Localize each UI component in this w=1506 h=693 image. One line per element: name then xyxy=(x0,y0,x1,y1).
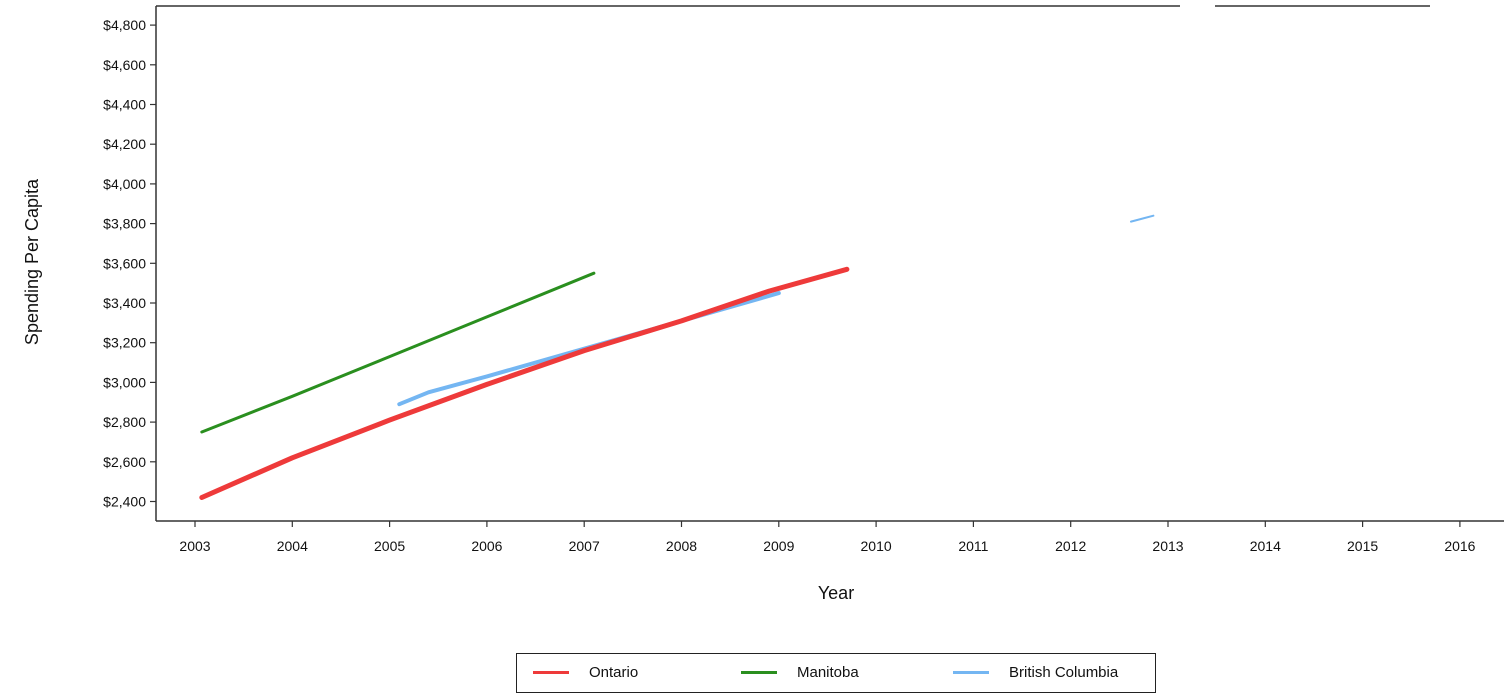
legend-item-manitoba: Manitoba xyxy=(741,664,859,681)
y-tick-label: $3,600 xyxy=(103,255,146,271)
y-tick-label: $3,800 xyxy=(103,216,146,232)
y-tick-label: $4,000 xyxy=(103,176,146,192)
y-tick-label: $2,400 xyxy=(103,494,146,510)
legend-label: Ontario xyxy=(589,664,639,681)
legend-swatch xyxy=(533,671,569,674)
chart-series xyxy=(199,214,1155,500)
y-axis-title: Spending Per Capita xyxy=(22,178,42,345)
x-tick-label: 2016 xyxy=(1444,538,1475,554)
legend-label: Manitoba xyxy=(797,664,859,681)
y-tick-label: $3,400 xyxy=(103,295,146,311)
x-tick-label: 2005 xyxy=(374,538,405,554)
x-tick-label: 2012 xyxy=(1055,538,1086,554)
x-tick-label: 2006 xyxy=(471,538,502,554)
x-tick-label: 2011 xyxy=(958,538,988,554)
y-tick-label: $4,200 xyxy=(103,136,146,152)
x-tick-label: 2015 xyxy=(1347,538,1378,554)
x-tick-label: 2009 xyxy=(763,538,794,554)
y-tick-label: $3,000 xyxy=(103,374,146,390)
legend-swatch xyxy=(953,671,989,674)
x-tick-label: 2003 xyxy=(179,538,210,554)
legend-swatch xyxy=(741,671,777,674)
chart-axes: $2,400 $2,600 $2,800 $3,000 $3,200 $3,400 $3,6… xyxy=(103,5,1504,554)
x-axis-title: Year xyxy=(818,583,854,603)
y-tick-label: $4,600 xyxy=(103,57,146,73)
y-tick-label: $2,600 xyxy=(103,454,146,470)
x-tick-label: 2014 xyxy=(1250,538,1281,554)
legend-item-british-columbia: British Columbia xyxy=(953,664,1118,681)
x-tick-label: 2007 xyxy=(569,538,600,554)
series-line-manitoba xyxy=(200,271,596,434)
y-tick-label: $4,400 xyxy=(103,97,146,113)
legend-item-ontario: Ontario xyxy=(533,664,638,681)
y-tick-label: $4,800 xyxy=(103,17,146,33)
y-tick-label: $3,200 xyxy=(103,335,146,351)
series-segment-british-columbia xyxy=(1130,214,1155,223)
y-tick-label: $2,800 xyxy=(103,414,146,430)
chart-legend: Ontario Manitoba British Columbia xyxy=(516,653,1156,693)
x-tick-label: 2004 xyxy=(277,538,308,554)
x-tick-label: 2013 xyxy=(1152,538,1183,554)
x-tick-label: 2010 xyxy=(861,538,892,554)
legend-label: British Columbia xyxy=(1009,664,1119,681)
x-tick-label: 2008 xyxy=(666,538,697,554)
series-line-ontario xyxy=(199,266,850,500)
